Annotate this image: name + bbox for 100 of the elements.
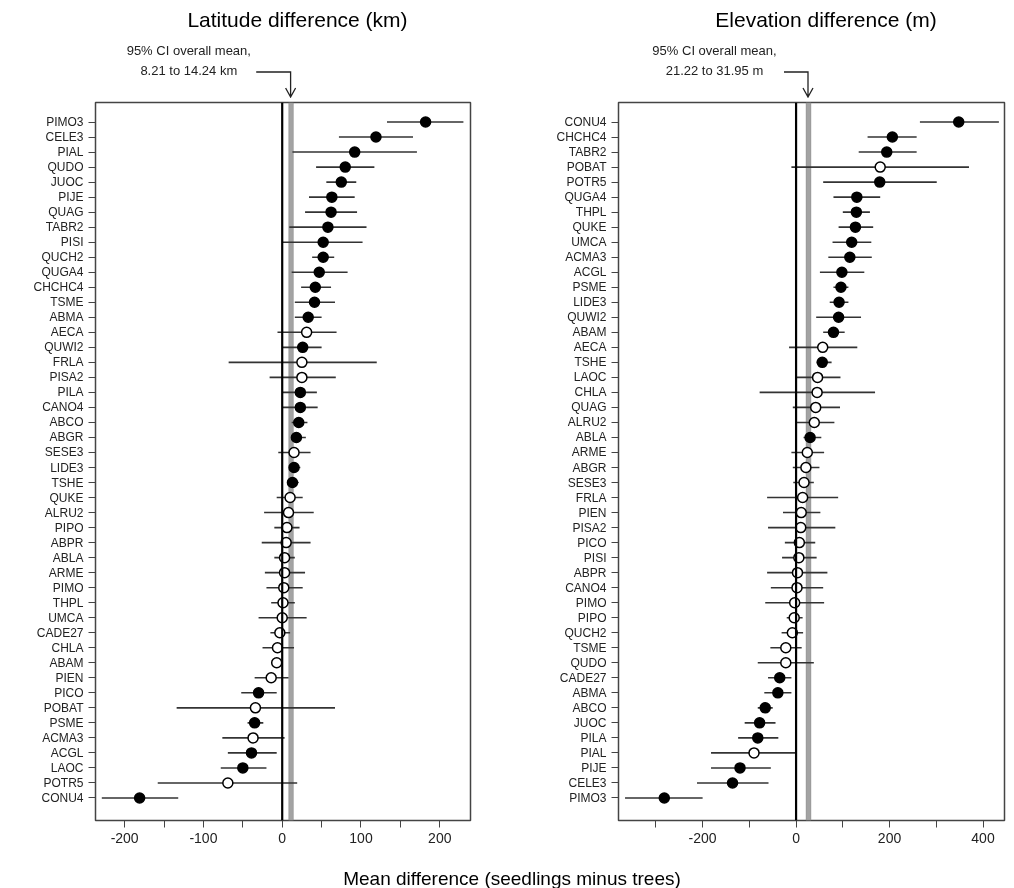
x-tick-label: -100	[189, 829, 218, 846]
y-tick-label: ACGL	[573, 265, 607, 280]
y-tick-label: ABLA	[52, 550, 84, 565]
y-tick-label: ABGR	[49, 430, 84, 445]
y-tick-label: QUAG	[571, 400, 607, 415]
y-tick-label: TSME	[573, 640, 607, 655]
y-tick-label: POBAT	[566, 160, 608, 175]
y-tick-label: PIPO	[577, 610, 607, 625]
chart-title: Elevation difference (m)	[715, 7, 937, 33]
x-tick-label: 400	[971, 829, 995, 846]
y-tick-label: QUCH2	[564, 625, 607, 640]
y-tick-label: PIMO	[52, 580, 84, 595]
y-tick-label: CONU4	[41, 790, 84, 805]
y-tick-label: CHLA	[51, 640, 84, 655]
y-tick-label: CHLA	[574, 385, 607, 400]
y-tick-label: TABR2	[568, 145, 607, 160]
y-tick-label: PSME	[49, 715, 84, 730]
y-tick-label: PISA2	[572, 520, 607, 535]
y-tick-label: PIPO	[54, 520, 84, 535]
y-tick-label: PISI	[60, 235, 84, 250]
y-tick-label: JUOC	[573, 715, 607, 730]
y-tick-label: CELE3	[45, 130, 84, 145]
y-tick-label: QUWI2	[44, 340, 84, 355]
y-tick-label: ALRU2	[567, 415, 607, 430]
y-tick-label: ABAM	[49, 655, 84, 670]
y-tick-label: UMCA	[571, 235, 607, 250]
y-tick-label: ACGL	[50, 745, 84, 760]
y-tick-label: AECA	[573, 340, 607, 355]
x-tick-label: -200	[688, 829, 717, 846]
y-tick-label: PISI	[583, 550, 607, 565]
y-tick-label: TSME	[50, 295, 84, 310]
y-tick-label: PIAL	[580, 745, 607, 760]
y-tick-label: PILA	[57, 385, 84, 400]
y-tick-label: JUOC	[50, 175, 84, 190]
y-tick-label: QUAG	[48, 205, 84, 220]
chart-title: Latitude difference (km)	[187, 7, 408, 33]
y-tick-label: ABGR	[572, 460, 607, 475]
text: 95% CI overall mean, 21.22 to 31.95 m	[652, 43, 777, 79]
y-tick-label: ABCO	[49, 415, 84, 430]
y-tick-label: CONU4	[564, 115, 607, 130]
y-tick-label: ABLA	[575, 430, 607, 445]
y-tick-label: POTR5	[566, 175, 607, 190]
y-tick-label: QUKE	[572, 220, 607, 235]
y-tick-label: PISA2	[49, 370, 84, 385]
y-tick-label: ABMA	[572, 685, 607, 700]
y-tick-label: ABMA	[49, 310, 84, 325]
x-tick-label: 0	[278, 829, 287, 846]
text: 95% CI overall mean, 8.21 to 14.24 km	[126, 43, 251, 79]
y-tick-label: TSHE	[51, 475, 84, 490]
x-tick-label: 200	[428, 829, 452, 846]
y-tick-label: AECA	[50, 325, 84, 340]
y-tick-label: PIEN	[578, 505, 607, 520]
y-tick-label: PIJE	[58, 190, 84, 205]
y-tick-label: LIDE3	[573, 295, 607, 310]
y-tick-label: TSHE	[574, 355, 607, 370]
y-tick-label: POBAT	[43, 700, 85, 715]
y-tick-label: ARME	[48, 565, 84, 580]
y-tick-label: CADE27	[36, 625, 84, 640]
y-tick-label: LAOC	[573, 370, 607, 385]
y-tick-label: QUCH2	[41, 250, 84, 265]
y-tick-label: ALRU2	[44, 505, 84, 520]
y-tick-label: ABPR	[50, 535, 84, 550]
y-tick-label: PILA	[580, 730, 607, 745]
y-tick-label: QUGA4	[564, 190, 607, 205]
y-tick-label: POTR5	[43, 775, 84, 790]
y-tick-label: THPL	[52, 595, 84, 610]
y-tick-label: QUKE	[49, 490, 84, 505]
y-tick-label: ABAM	[572, 325, 607, 340]
x-tick-label: 200	[877, 829, 902, 846]
y-tick-label: QUWI2	[567, 310, 607, 325]
y-tick-label: THPL	[575, 205, 607, 220]
y-tick-label: PICO	[54, 685, 84, 700]
y-tick-label: SESE3	[567, 475, 607, 490]
y-tick-label: CANO4	[42, 400, 84, 415]
y-tick-label: ACMA3	[42, 730, 84, 745]
y-tick-label: UMCA	[48, 610, 84, 625]
y-tick-label: CANO4	[565, 580, 607, 595]
y-tick-label: PIEN	[55, 670, 84, 685]
y-tick-label: ACMA3	[565, 250, 607, 265]
y-tick-label: ARME	[571, 445, 607, 460]
y-tick-label: FRLA	[52, 355, 84, 370]
y-tick-label: QUDO	[47, 160, 84, 175]
y-tick-label: QUDO	[570, 655, 607, 670]
y-tick-label: CELE3	[568, 775, 607, 790]
y-tick-label: ABPR	[573, 565, 607, 580]
y-tick-label: LIDE3	[50, 460, 84, 475]
y-tick-label: ABCO	[572, 700, 607, 715]
y-tick-label: PSME	[572, 280, 607, 295]
y-tick-label: QUGA4	[41, 265, 84, 280]
y-tick-label: CHCHC4	[556, 130, 607, 145]
y-tick-label: FRLA	[575, 490, 607, 505]
x-tick-label: 0	[792, 829, 801, 846]
x-tick-label: -200	[110, 829, 139, 846]
y-tick-label: CHCHC4	[33, 280, 84, 295]
y-tick-label: SESE3	[44, 445, 84, 460]
y-tick-label: PIAL	[57, 145, 84, 160]
y-tick-label: PIMO3	[46, 115, 84, 130]
x-tick-label: 100	[349, 829, 373, 846]
y-tick-label: LAOC	[50, 760, 84, 775]
y-tick-label: PIMO	[575, 595, 607, 610]
